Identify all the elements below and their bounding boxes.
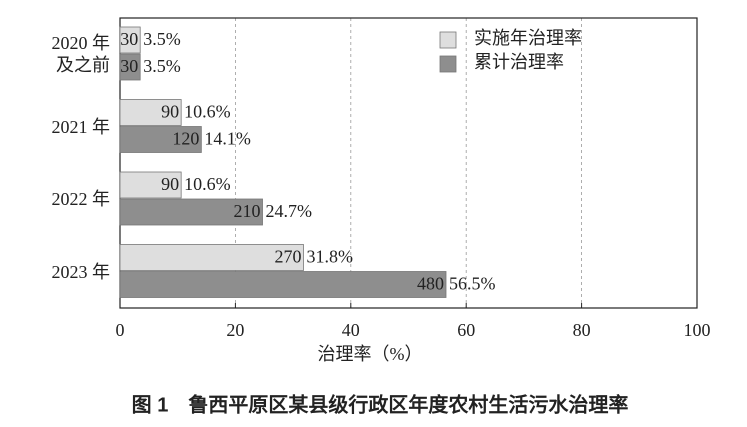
count-label: 120 bbox=[172, 129, 199, 149]
count-label: 90 bbox=[161, 174, 179, 194]
plot-frame bbox=[119, 17, 698, 309]
x-axis-label: 治理率（%） bbox=[318, 344, 423, 364]
legend-swatch bbox=[439, 31, 457, 49]
legend-swatch bbox=[439, 55, 457, 73]
value-label: 10.6% bbox=[184, 102, 231, 122]
x-tick-label: 40 bbox=[342, 320, 360, 340]
x-tick-label: 20 bbox=[226, 320, 244, 340]
bar bbox=[119, 99, 182, 126]
bar bbox=[119, 244, 304, 271]
value-label: 10.6% bbox=[184, 174, 231, 194]
legend-label: 累计治理率 bbox=[474, 52, 564, 72]
count-label: 30 bbox=[120, 56, 138, 76]
count-label: 210 bbox=[234, 201, 261, 221]
value-label: 31.8% bbox=[306, 247, 353, 267]
value-label: 14.1% bbox=[204, 129, 251, 149]
bar bbox=[119, 53, 141, 81]
y-tick-label: 2022 年 bbox=[51, 189, 111, 210]
bar bbox=[119, 271, 447, 298]
y-tick-label: 2021 年 bbox=[51, 116, 111, 137]
count-label: 30 bbox=[120, 29, 138, 49]
bar bbox=[119, 198, 263, 226]
value-label: 3.5% bbox=[143, 56, 181, 76]
count-label: 90 bbox=[161, 102, 179, 122]
caption: 图 1 鲁西平原区某县级行政区年度农村生活污水治理率 bbox=[132, 392, 629, 416]
y-tick-label: 2023 年 bbox=[51, 261, 111, 282]
x-tick-label: 60 bbox=[457, 320, 475, 340]
x-tick-label: 0 bbox=[116, 320, 125, 340]
bar bbox=[119, 26, 141, 54]
count-label: 270 bbox=[274, 247, 301, 267]
bar bbox=[119, 171, 182, 199]
x-tick-label: 80 bbox=[573, 320, 591, 340]
count-label: 480 bbox=[417, 274, 444, 294]
value-label: 24.7% bbox=[266, 201, 313, 221]
value-label: 56.5% bbox=[449, 274, 496, 294]
y-tick-label: 2020 年 及之前 bbox=[51, 33, 111, 76]
value-label: 3.5% bbox=[143, 29, 181, 49]
x-tick-label: 100 bbox=[684, 320, 711, 340]
bar bbox=[119, 126, 202, 153]
legend-label: 实施年治理率 bbox=[474, 28, 582, 48]
